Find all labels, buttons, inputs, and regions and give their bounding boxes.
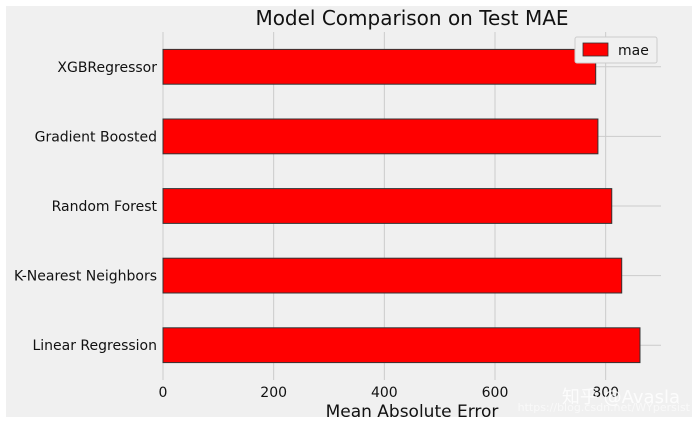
category-labels: XGBRegressor Gradient Boosted Random Fores… (14, 60, 157, 354)
bars (162, 48, 641, 364)
bar (162, 48, 597, 85)
bar (162, 188, 613, 224)
x-tick-label: 0 (159, 385, 168, 401)
watermark: 知乎 @Avasla https://blog.csdn.net/WYpersi… (518, 387, 691, 414)
legend-label: mae (618, 43, 649, 59)
category-label: XGBRegressor (57, 60, 157, 76)
bar (162, 257, 623, 294)
x-tick-label: 600 (482, 385, 509, 401)
x-axis-label: Mean Absolute Error (326, 402, 499, 422)
legend-swatch (582, 42, 609, 57)
x-tick-label: 200 (260, 385, 287, 401)
legend: mae (574, 36, 658, 64)
x-tick-labels: 0 200 400 600 800 (159, 385, 619, 401)
category-label: Gradient Boosted (35, 129, 157, 145)
category-label: Random Forest (52, 199, 158, 215)
bar (162, 327, 641, 364)
bar (162, 118, 599, 155)
chart-title: Model Comparison on Test MAE (255, 6, 568, 30)
category-label: Linear Regression (32, 338, 157, 354)
x-tick-label: 400 (371, 385, 398, 401)
watermark-subtext: https://blog.csdn.net/WYpersist (518, 401, 691, 414)
category-label: K-Nearest Neighbors (14, 269, 157, 285)
watermark-text: 知乎 @Avasla (562, 387, 680, 408)
x-tick-label: 800 (592, 385, 619, 401)
